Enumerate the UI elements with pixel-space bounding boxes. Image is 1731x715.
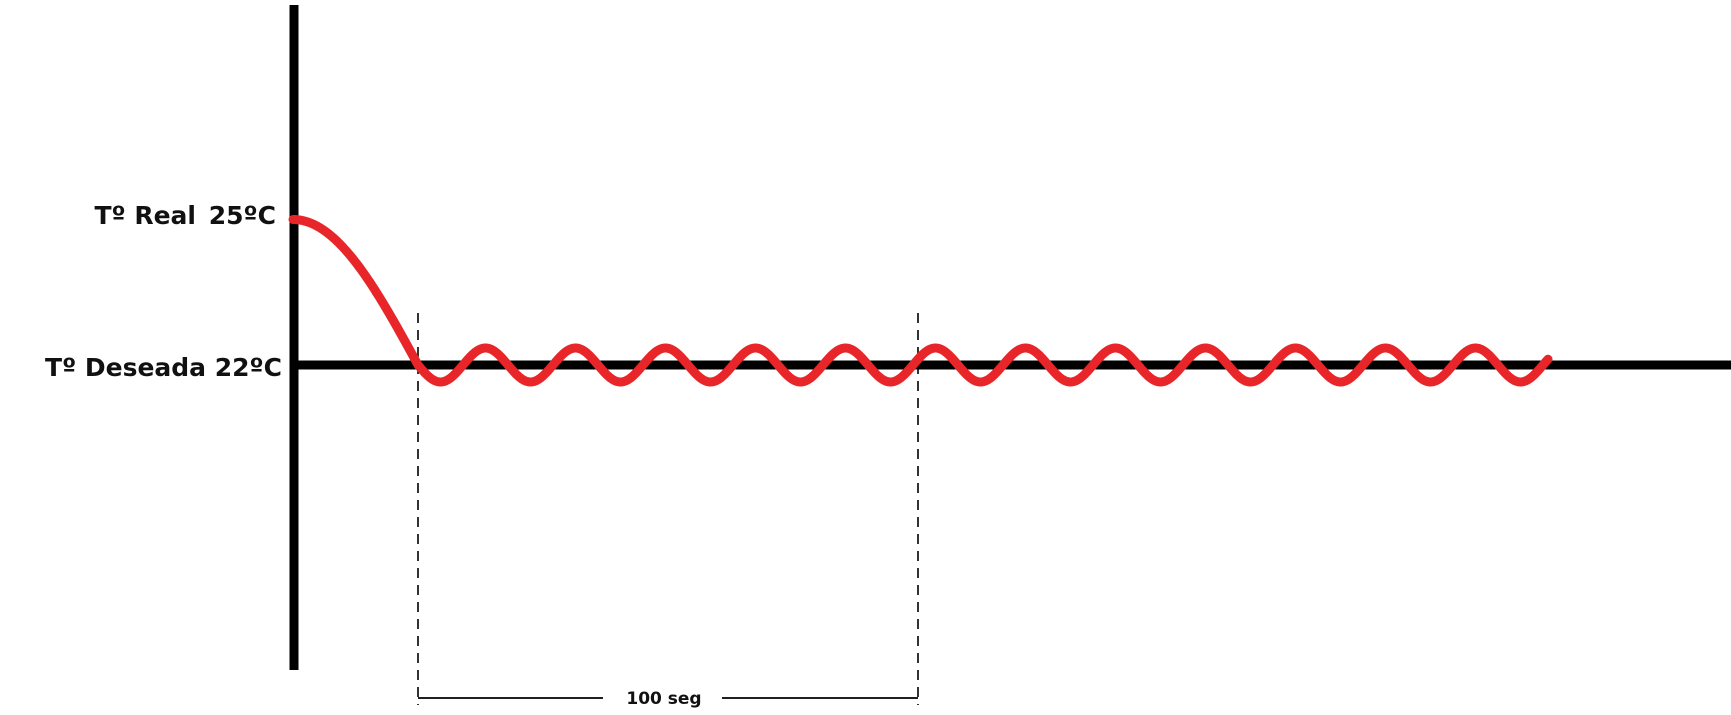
y-label-real-temperature-value: 25ºC — [209, 201, 276, 230]
y-label-desired-temperature: Tº Deseada 22ºC — [45, 353, 282, 382]
y-label-real-temperature-prefix: Tº Real — [94, 201, 196, 230]
temperature-curve — [288, 215, 1553, 387]
interval-label: 100 seg — [626, 689, 701, 709]
interval-bracket: 100 seg — [418, 689, 918, 709]
